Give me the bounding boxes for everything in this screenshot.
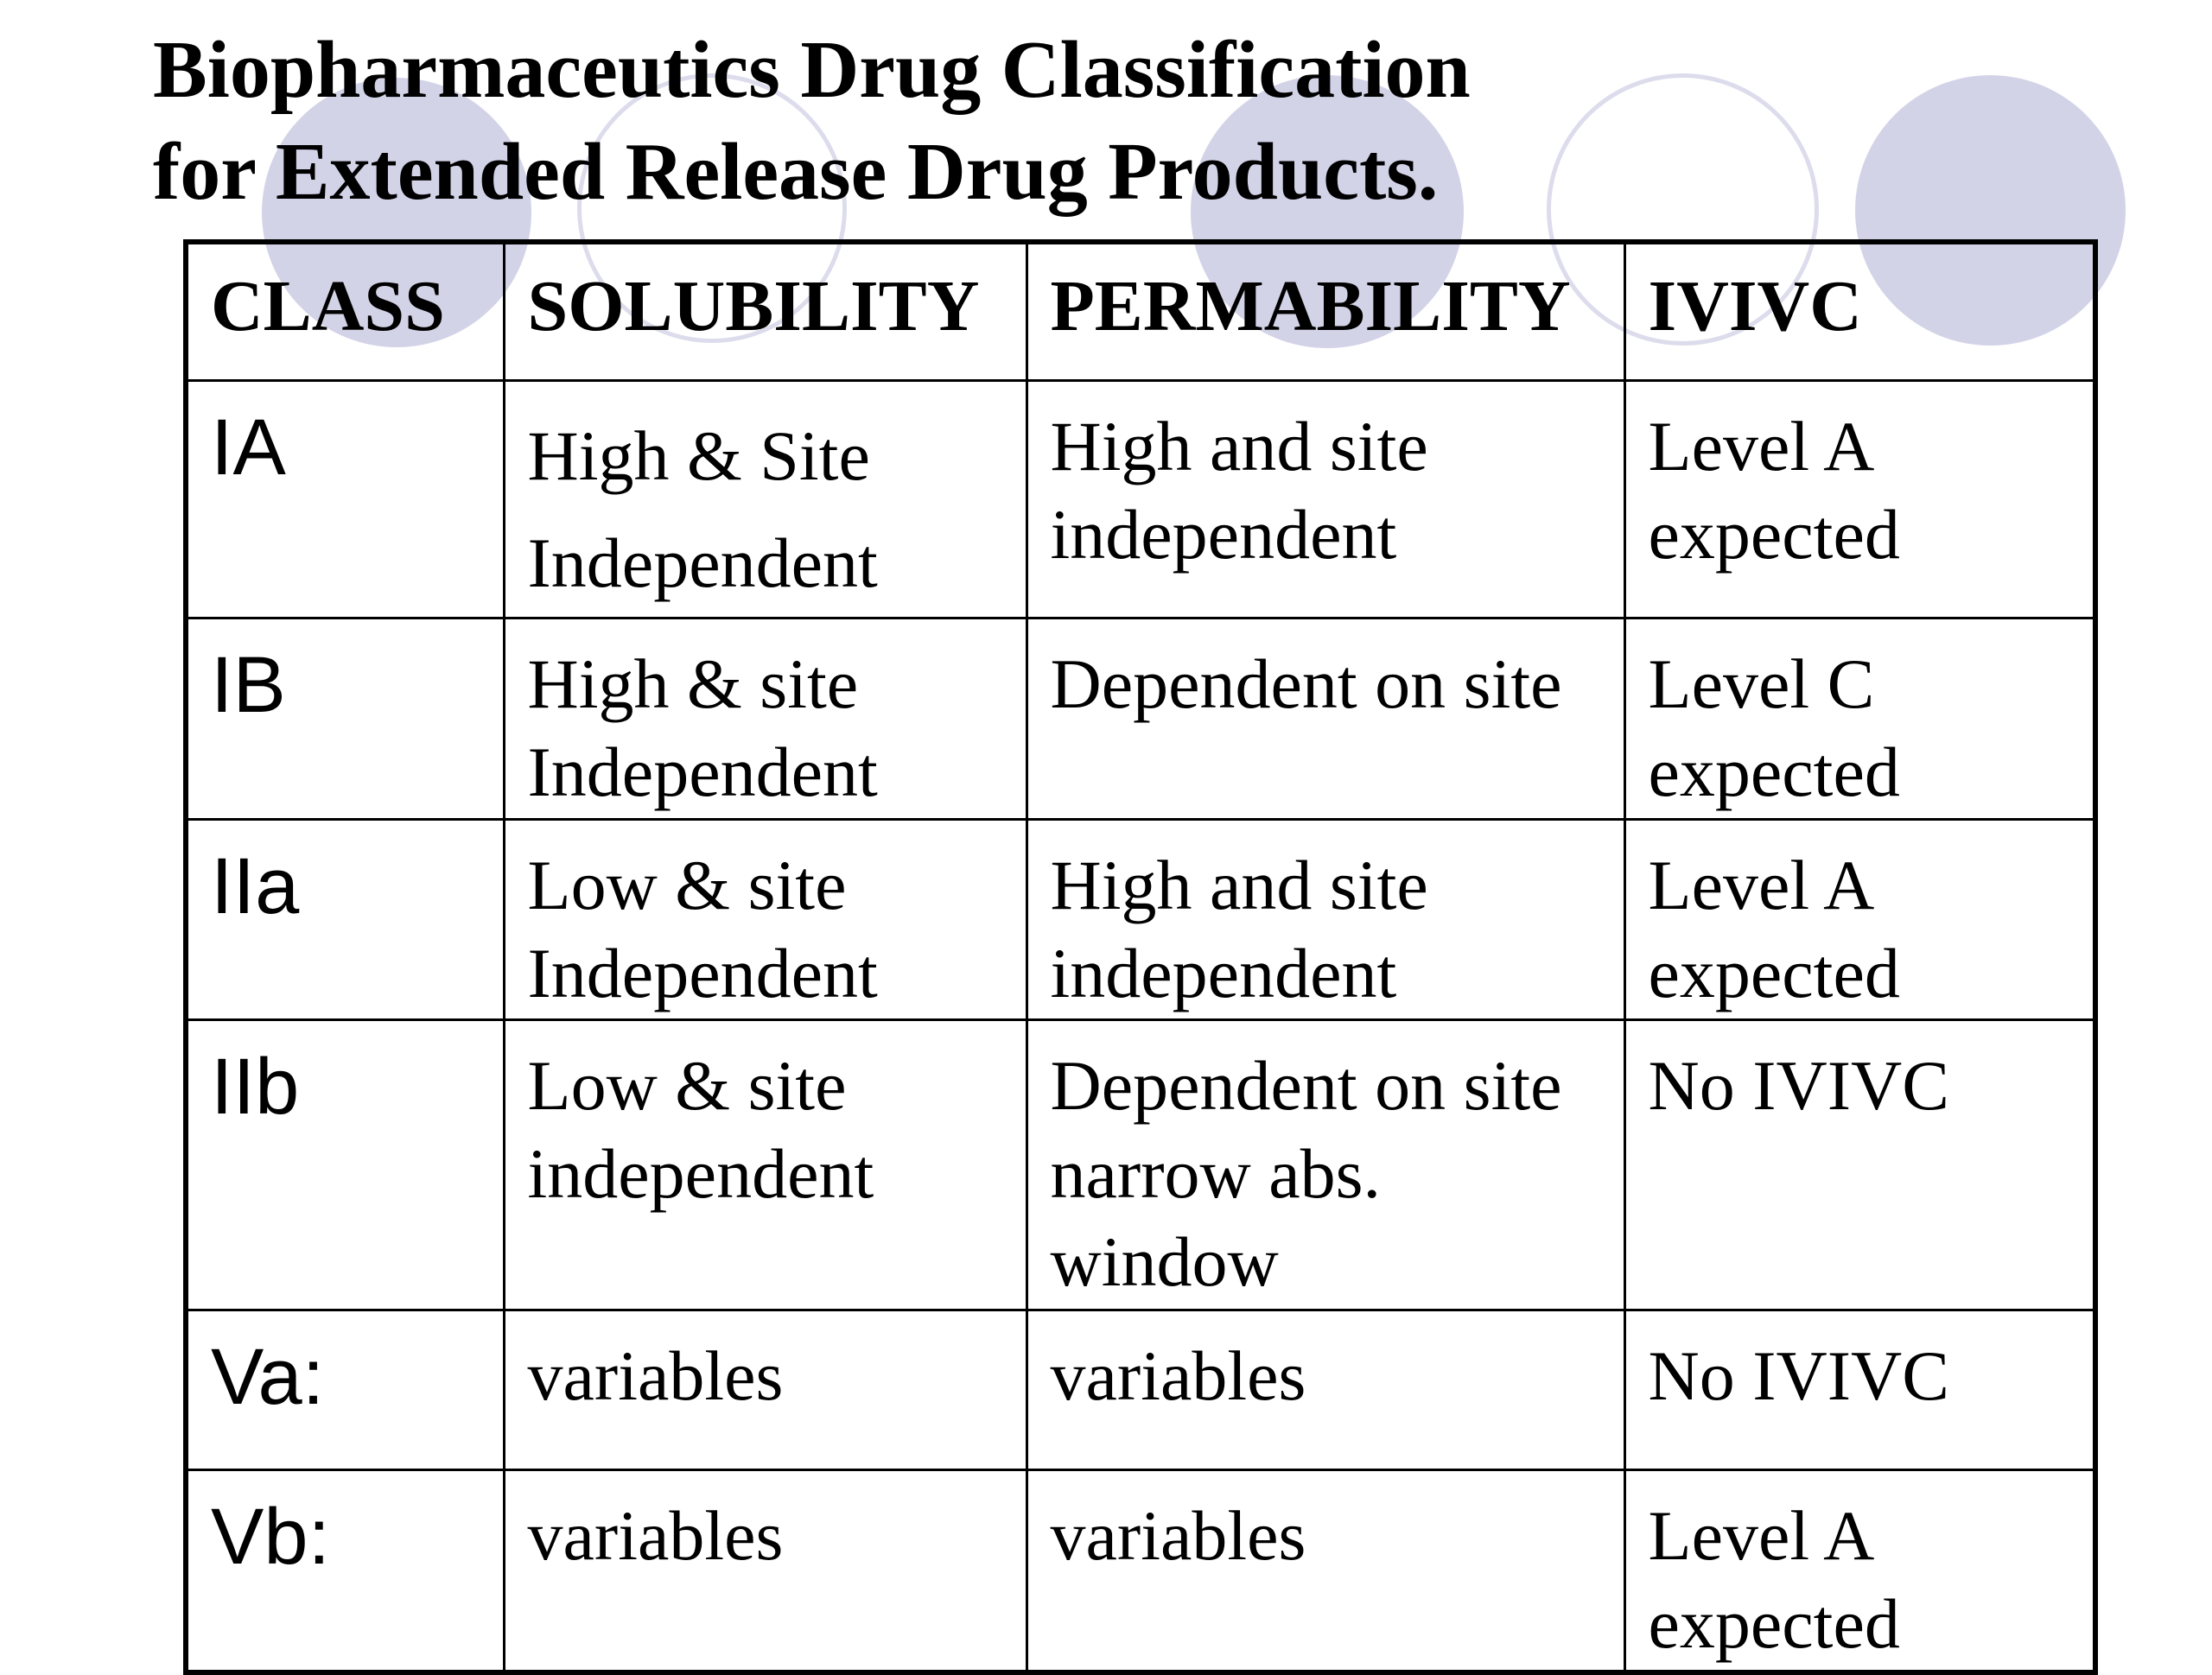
ivivc-value: Level A expected xyxy=(1648,406,1900,574)
class-cell: IA xyxy=(184,378,505,619)
permability-cell: Dependent on site narrow abs. window xyxy=(1025,1018,1626,1311)
class-cell: Vb: xyxy=(184,1468,505,1674)
solubility-value: High & Site Independent xyxy=(527,416,878,602)
permability-value: Dependent on site xyxy=(1050,644,1562,723)
class-value: Va: xyxy=(211,1332,325,1421)
solubility-value: variables xyxy=(527,1495,784,1575)
table-row: Vb: variables variables Level A expected xyxy=(184,1468,2097,1674)
table-row: IIb Low & site independent Dependent on … xyxy=(184,1018,2097,1311)
permability-cell: Dependent on site xyxy=(1025,616,1626,821)
ivivc-cell: Level C expected xyxy=(1623,616,2097,821)
table-row: IB High & site Independent Dependent on … xyxy=(184,616,2097,821)
permability-value: variables xyxy=(1050,1336,1306,1415)
solubility-cell: variables xyxy=(502,1308,1028,1471)
classification-table: CLASS SOLUBILITY PERMABILITY IVIVC IA Hi… xyxy=(183,239,2098,1675)
solubility-value: variables xyxy=(527,1336,784,1415)
permability-cell: variables xyxy=(1025,1468,1626,1674)
solubility-value: Low & site Independent xyxy=(527,845,878,1012)
class-cell: Va: xyxy=(184,1308,505,1471)
ivivc-cell: Level A expected xyxy=(1623,817,2097,1021)
ivivc-cell: No IVIVC xyxy=(1623,1018,2097,1311)
solubility-value: High & site Independent xyxy=(527,644,878,811)
ivivc-cell: Level A expected xyxy=(1623,1468,2097,1674)
slide-title: Biopharmaceutics Drug Classification for… xyxy=(153,19,1471,223)
class-cell: IB xyxy=(184,616,505,821)
ivivc-value: Level A expected xyxy=(1648,845,1900,1012)
solubility-cell: variables xyxy=(502,1468,1028,1674)
header-permability: PERMABILITY xyxy=(1025,240,1626,382)
permability-value: High and site independent xyxy=(1050,406,1428,574)
permability-value: Dependent on site narrow abs. window xyxy=(1050,1045,1562,1301)
class-value: IIb xyxy=(211,1042,300,1131)
table-header-row: CLASS SOLUBILITY PERMABILITY IVIVC xyxy=(184,240,2097,382)
header-ivivc: IVIVC xyxy=(1623,240,2097,382)
ivivc-cell: No IVIVC xyxy=(1623,1308,2097,1471)
solubility-cell: High & site Independent xyxy=(502,616,1028,821)
permability-value: High and site independent xyxy=(1050,845,1428,1012)
solubility-cell: High & Site Independent xyxy=(502,378,1028,619)
permability-cell: variables xyxy=(1025,1308,1626,1471)
permability-value: variables xyxy=(1050,1495,1306,1575)
ivivc-value: No IVIVC xyxy=(1648,1336,1949,1415)
slide-title-line-1: Biopharmaceutics Drug Classification xyxy=(153,25,1471,115)
class-value: IA xyxy=(211,403,286,492)
ivivc-value: Level C expected xyxy=(1648,644,1900,811)
solubility-cell: Low & site independent xyxy=(502,1018,1028,1311)
ivivc-cell: Level A expected xyxy=(1623,378,2097,619)
permability-cell: High and site independent xyxy=(1025,817,1626,1021)
class-value: Vb: xyxy=(211,1492,331,1581)
ivivc-value: No IVIVC xyxy=(1648,1045,1949,1125)
class-cell: IIb xyxy=(184,1018,505,1311)
table-row: IIa Low & site Independent High and site… xyxy=(184,817,2097,1021)
header-solubility: SOLUBILITY xyxy=(502,240,1028,382)
table-row: Va: variables variables No IVIVC xyxy=(184,1308,2097,1471)
solubility-cell: Low & site Independent xyxy=(502,817,1028,1021)
slide-title-line-2: for Extended Release Drug Products. xyxy=(153,127,1439,217)
ivivc-value: Level A expected xyxy=(1648,1495,1900,1663)
class-value: IB xyxy=(211,640,286,729)
header-class: CLASS xyxy=(184,240,505,382)
class-cell: IIa xyxy=(184,817,505,1021)
solubility-value: Low & site independent xyxy=(527,1045,874,1213)
permability-cell: High and site independent xyxy=(1025,378,1626,619)
class-value: IIa xyxy=(211,841,300,930)
table-row: IA High & Site Independent High and site… xyxy=(184,378,2097,619)
